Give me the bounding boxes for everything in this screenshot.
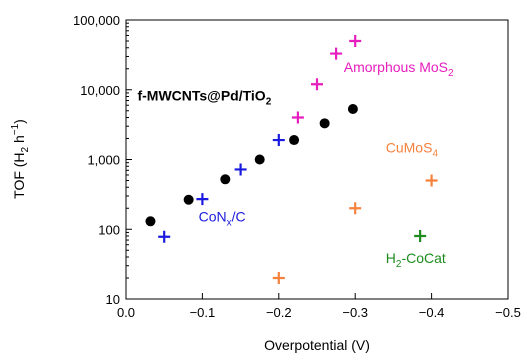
- conx-c-point: [196, 193, 209, 206]
- x-tick-label: −0.5: [495, 305, 521, 320]
- x-tick-label: 0.0: [117, 305, 135, 320]
- y-tick-label: 100,000: [73, 13, 120, 28]
- x-tick-label: −0.2: [266, 305, 292, 320]
- amorphous-mos2-point: [311, 78, 323, 91]
- plot-frame: [125, 19, 509, 300]
- annotation-mos2: Amorphous MoS2: [344, 59, 454, 79]
- amorphous-mos2-point: [349, 34, 362, 47]
- y-tick-label: 10: [106, 292, 120, 307]
- f-mwcnts-pd-tio2-point: [183, 194, 194, 205]
- f-mwcnts-pd-tio2-point: [289, 135, 300, 146]
- y-axis-ticks: 10 100 1,000 10,000 100,000: [73, 13, 132, 307]
- annotation-fmwcnt: f-MWCNTs@Pd/TiO2: [137, 88, 271, 108]
- conx-c-point: [234, 163, 247, 176]
- annotation-cumos4: CuMoS4: [386, 140, 439, 160]
- f-mwcnts-pd-tio2-point: [319, 118, 330, 129]
- conx-c-point: [158, 230, 171, 243]
- annotation-con: CoNx/C: [199, 208, 246, 228]
- x-tick-label: −0.3: [342, 305, 368, 320]
- x-tick-label: −0.1: [190, 305, 216, 320]
- x-tick-label: −0.4: [419, 305, 445, 320]
- f-mwcnts-pd-tio2-point: [254, 154, 265, 165]
- data-points: [145, 34, 438, 285]
- x-axis-title: Overpotential (V): [264, 337, 370, 353]
- cumos4-point: [425, 174, 438, 187]
- conx-c-point: [272, 134, 285, 147]
- y-tick-label: 10,000: [80, 83, 120, 98]
- y-tick-label: 1,000: [87, 153, 120, 168]
- y-axis-title: TOF (H2 h−1): [10, 119, 31, 199]
- y-tick-label: 100: [98, 222, 120, 237]
- f-mwcnts-pd-tio2-point: [347, 103, 358, 114]
- annotation-h2cocat: H2-CoCat: [386, 250, 446, 270]
- amorphous-mos2-point: [291, 111, 304, 124]
- cumos4-point: [349, 202, 362, 215]
- f-mwcnts-pd-tio2-point: [220, 174, 231, 185]
- x-axis-ticks: 0.0 −0.1 −0.2 −0.3 −0.4 −0.5: [117, 293, 521, 320]
- series-annotations: f-MWCNTs@Pd/TiO2 CoNx/C Amorphous MoS2 CuMo…: [137, 59, 454, 270]
- h2-cocat-point: [414, 230, 427, 243]
- cumos4-point: [272, 272, 285, 285]
- amorphous-mos2-point: [330, 47, 343, 60]
- f-mwcnts-pd-tio2-point: [145, 216, 156, 227]
